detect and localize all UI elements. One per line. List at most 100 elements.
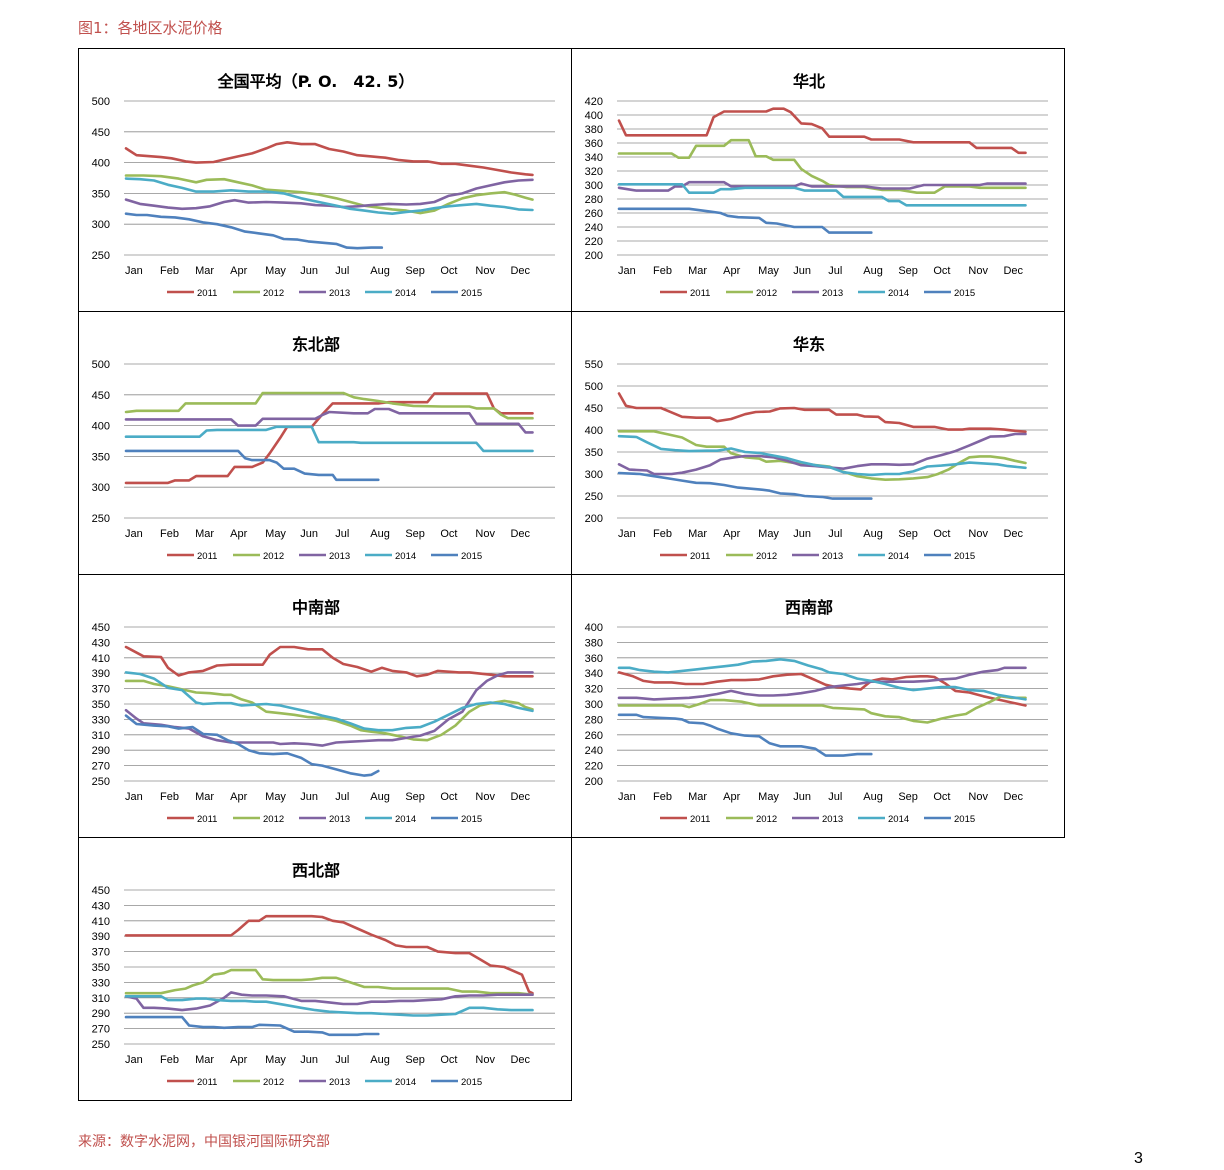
y-tick-label: 410 <box>92 916 110 928</box>
y-tick-label: 240 <box>585 745 603 757</box>
chart-svg: 全国平均（P. O. 42. 5） 250 300 350 400 450 500 Jan Fe… <box>92 72 555 299</box>
series-line-2013 <box>124 407 534 434</box>
x-tick-label: Mar <box>195 528 214 540</box>
y-tick-label: 370 <box>92 684 110 696</box>
series-line-2015 <box>124 714 380 777</box>
x-tick-label: Oct <box>933 791 950 803</box>
x-tick-label: May <box>758 791 779 803</box>
legend-label: 2013 <box>822 288 843 299</box>
x-tick-label: Jan <box>618 265 636 277</box>
legend-label: 2013 <box>329 288 350 299</box>
x-tick-label: May <box>758 265 779 277</box>
y-tick-label: 300 <box>585 180 603 192</box>
x-tick-label: Jun <box>793 791 811 803</box>
y-tick-label: 390 <box>92 931 110 943</box>
chart-title: 东北部 <box>292 335 340 354</box>
series-line-2012 <box>124 679 534 742</box>
y-tick-label: 310 <box>92 993 110 1005</box>
legend-label: 2013 <box>822 551 843 562</box>
y-tick-label: 430 <box>92 637 110 649</box>
series-line-2015 <box>124 212 384 250</box>
y-tick-label: 200 <box>585 250 603 262</box>
x-tick-label: Aug <box>863 791 883 803</box>
x-tick-label: Oct <box>440 528 457 540</box>
x-tick-label: Aug <box>863 528 883 540</box>
y-tick-label: 400 <box>585 425 603 437</box>
x-tick-label: Dec <box>1003 528 1023 540</box>
series-line-2012 <box>124 391 534 420</box>
series-line-2014 <box>124 995 534 1017</box>
series-line-2014 <box>124 177 534 215</box>
series-line-2013 <box>617 180 1027 192</box>
y-tick-label: 260 <box>585 208 603 220</box>
x-tick-label: Apr <box>230 265 247 277</box>
x-tick-label: Sep <box>898 265 918 277</box>
x-tick-label: Jan <box>125 791 143 803</box>
y-tick-label: 300 <box>585 699 603 711</box>
x-tick-label: Dec <box>510 791 530 803</box>
chart-title: 西北部 <box>292 861 340 880</box>
chart-title: 全国平均（P. O. 42. 5） <box>217 72 415 91</box>
legend-label: 2015 <box>461 1077 482 1088</box>
series-line-2012 <box>617 695 1027 724</box>
y-tick-label: 260 <box>585 730 603 742</box>
x-tick-label: Dec <box>1003 265 1023 277</box>
legend-label: 2015 <box>461 288 482 299</box>
x-tick-label: Jun <box>300 528 318 540</box>
x-tick-label: Feb <box>653 528 672 540</box>
x-tick-label: Dec <box>1003 791 1023 803</box>
x-tick-label: Oct <box>933 265 950 277</box>
y-tick-label: 420 <box>585 96 603 108</box>
y-tick-label: 220 <box>585 236 603 248</box>
x-tick-label: Nov <box>475 528 495 540</box>
y-tick-label: 350 <box>92 188 110 200</box>
chart-svg: 东北部 250 300 350 400 450 500 Jan Feb Mar Apr May Jun J… <box>92 335 555 562</box>
x-tick-label: Jul <box>828 528 842 540</box>
legend-label: 2014 <box>395 551 416 562</box>
series-line-2012 <box>124 174 534 215</box>
chart-title: 中南部 <box>292 598 340 617</box>
chart-svg: 西南部 200 220 240 260 280 300 320 340 360 380 400 Jan F… <box>585 598 1048 825</box>
x-tick-label: Nov <box>475 1054 495 1066</box>
x-tick-label: May <box>265 528 286 540</box>
x-tick-label: Apr <box>230 528 247 540</box>
y-tick-label: 500 <box>92 359 110 371</box>
x-tick-label: Sep <box>898 791 918 803</box>
x-tick-label: Nov <box>968 528 988 540</box>
y-tick-label: 310 <box>92 730 110 742</box>
series-line-2015 <box>617 713 873 757</box>
y-tick-label: 350 <box>92 451 110 463</box>
x-tick-label: Jul <box>335 1054 349 1066</box>
y-tick-label: 360 <box>585 138 603 150</box>
series-line-2012 <box>124 968 534 996</box>
x-tick-label: Jan <box>618 791 636 803</box>
y-tick-label: 340 <box>585 152 603 164</box>
x-tick-label: Jun <box>300 265 318 277</box>
y-tick-label: 200 <box>585 776 603 788</box>
chart-panel-south-central: 中南部 250 270 290 310 330 350 370 390 410 430 450 Jan F… <box>78 574 572 838</box>
x-tick-label: Nov <box>968 265 988 277</box>
legend-label: 2014 <box>395 1077 416 1088</box>
x-tick-label: Jun <box>300 791 318 803</box>
x-tick-label: Oct <box>440 1054 457 1066</box>
x-tick-label: Feb <box>653 265 672 277</box>
y-tick-label: 450 <box>585 403 603 415</box>
x-tick-label: Dec <box>510 265 530 277</box>
x-tick-label: Apr <box>723 265 740 277</box>
series-line-2011 <box>124 914 534 995</box>
y-tick-label: 410 <box>92 653 110 665</box>
x-tick-label: Jul <box>335 528 349 540</box>
series-line-2011 <box>617 107 1027 155</box>
x-tick-label: Dec <box>510 1054 530 1066</box>
legend-label: 2012 <box>263 1077 284 1088</box>
series-line-2011 <box>124 645 534 678</box>
y-tick-label: 250 <box>585 491 603 503</box>
series-line-2014 <box>124 671 534 732</box>
x-tick-label: Dec <box>510 528 530 540</box>
y-tick-label: 500 <box>92 96 110 108</box>
legend-label: 2014 <box>395 288 416 299</box>
x-tick-label: Mar <box>688 265 707 277</box>
x-tick-label: Jan <box>618 528 636 540</box>
series-line-2013 <box>617 432 1027 476</box>
series-line-2015 <box>617 207 873 234</box>
